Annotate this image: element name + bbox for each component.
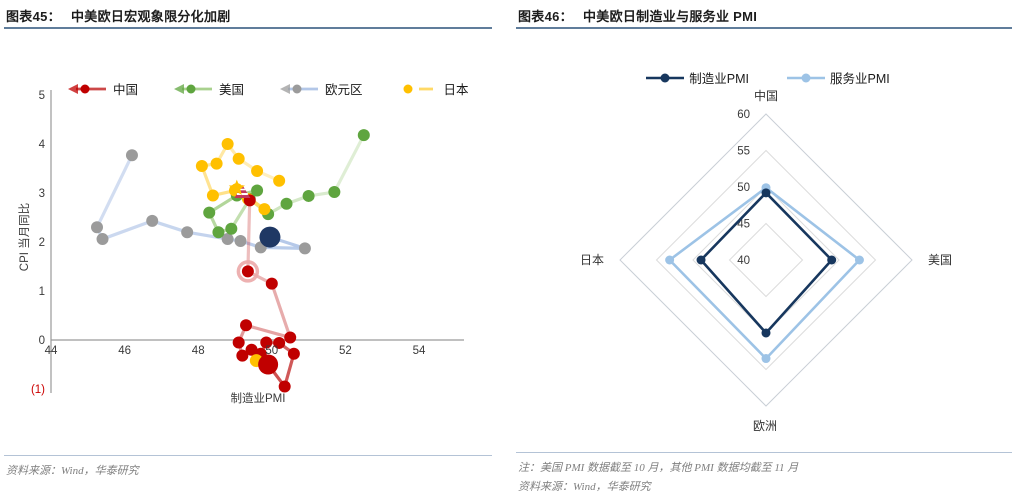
svg-text:48: 48 <box>192 345 205 357</box>
svg-text:中国: 中国 <box>754 88 778 103</box>
x-tick-labels: 44 46 48 50 52 54 <box>45 345 426 357</box>
svg-text:4: 4 <box>39 139 46 151</box>
figure-45-title: 中美欧日宏观象限分化加剧 <box>70 9 231 24</box>
figure-46-legend: 制造业PMI 服务业PMI <box>512 68 1024 87</box>
radar-series-manufacturing <box>696 188 837 338</box>
figure-46-footer-rule <box>516 452 1012 453</box>
figure-46-note: 注：美国 PMI 数据截至 10 月，其他 PMI 数据均截至 11 月 <box>518 462 799 474</box>
axes <box>50 90 464 393</box>
figure-46-title-row: 图表46： 中美欧日制造业与服务业 PMI <box>518 6 757 25</box>
svg-text:45: 45 <box>737 219 750 231</box>
y-axis-title: CPI 当月同比 <box>17 203 31 271</box>
manufacturing-pmi-legend-icon <box>646 73 685 82</box>
x-axis-title: 制造业PMI <box>231 391 286 405</box>
svg-text:欧洲: 欧洲 <box>753 419 777 433</box>
svg-text:美国: 美国 <box>928 253 952 267</box>
legend-item-eurozone: 欧元区 <box>280 79 363 98</box>
legend-item-manufacturing-pmi: 制造业PMI <box>646 68 749 87</box>
highlight-markers <box>228 179 281 375</box>
svg-text:60: 60 <box>737 109 750 121</box>
svg-text:1: 1 <box>39 286 45 298</box>
legend-item-services-pmi: 服务业PMI <box>787 68 890 87</box>
eurozone-current-point <box>259 226 281 248</box>
figure-45-title-row: 图表45： 中美欧日宏观象限分化加剧 <box>6 6 231 25</box>
legend-label-services-pmi: 服务业PMI <box>830 72 890 86</box>
svg-text:0: 0 <box>39 335 45 347</box>
svg-text:2: 2 <box>39 237 45 249</box>
legend-label-china: 中国 <box>113 83 139 97</box>
svg-text:46: 46 <box>118 345 131 357</box>
svg-text:3: 3 <box>39 188 45 200</box>
figure-45-footer-rule <box>4 455 492 456</box>
services-pmi-legend-icon <box>787 73 825 82</box>
radar-grid <box>619 113 913 407</box>
legend-item-china: 中国 <box>68 79 138 98</box>
svg-text:52: 52 <box>339 345 352 357</box>
svg-text:50: 50 <box>737 182 750 194</box>
china-halo-point <box>236 260 260 283</box>
svg-text:55: 55 <box>737 146 750 158</box>
figure-46-source: 资料来源：Wind，华泰研究 <box>518 481 651 493</box>
legend-label-eurozone: 欧元区 <box>325 83 363 97</box>
us-trail-legend-icon <box>174 83 213 94</box>
y-tick-labels: 5 4 3 2 1 0 (1) <box>31 90 46 396</box>
japan-current-marker <box>228 179 245 195</box>
svg-text:5: 5 <box>39 90 45 102</box>
legend-item-us: 美国 <box>174 79 244 98</box>
svg-text:40: 40 <box>737 255 750 267</box>
svg-text:日本: 日本 <box>580 253 604 267</box>
figure-46-title: 中美欧日制造业与服务业 PMI <box>582 9 758 24</box>
svg-text:54: 54 <box>413 345 426 357</box>
figure-46-label: 图表46： <box>518 9 573 24</box>
figure-46-title-rule <box>516 27 1012 29</box>
svg-text:50: 50 <box>265 345 278 357</box>
svg-text:44: 44 <box>45 345 58 357</box>
eurozone-trail-legend-icon <box>280 83 319 94</box>
legend-label-manufacturing-pmi: 制造业PMI <box>689 72 749 86</box>
svg-text:(1): (1) <box>31 384 45 396</box>
figure-45-legend: 中国 美国 欧元区 日本 <box>68 79 469 98</box>
china-trail-legend-icon <box>68 83 106 94</box>
radar-series-services <box>665 183 864 364</box>
series-japan-trail <box>195 138 286 216</box>
legend-item-japan: 日本 <box>399 79 469 98</box>
figure-45-source: 资料来源：Wind，华泰研究 <box>6 465 139 477</box>
figure-45-title-rule <box>4 27 492 29</box>
figure-45-label: 图表45： <box>6 9 61 24</box>
legend-label-us: 美国 <box>219 83 245 97</box>
radar-tick-labels: 60 55 50 45 40 <box>737 109 750 267</box>
china-current-point <box>258 354 279 375</box>
japan-trail-legend-icon <box>403 84 433 93</box>
legend-label-japan: 日本 <box>443 83 469 97</box>
